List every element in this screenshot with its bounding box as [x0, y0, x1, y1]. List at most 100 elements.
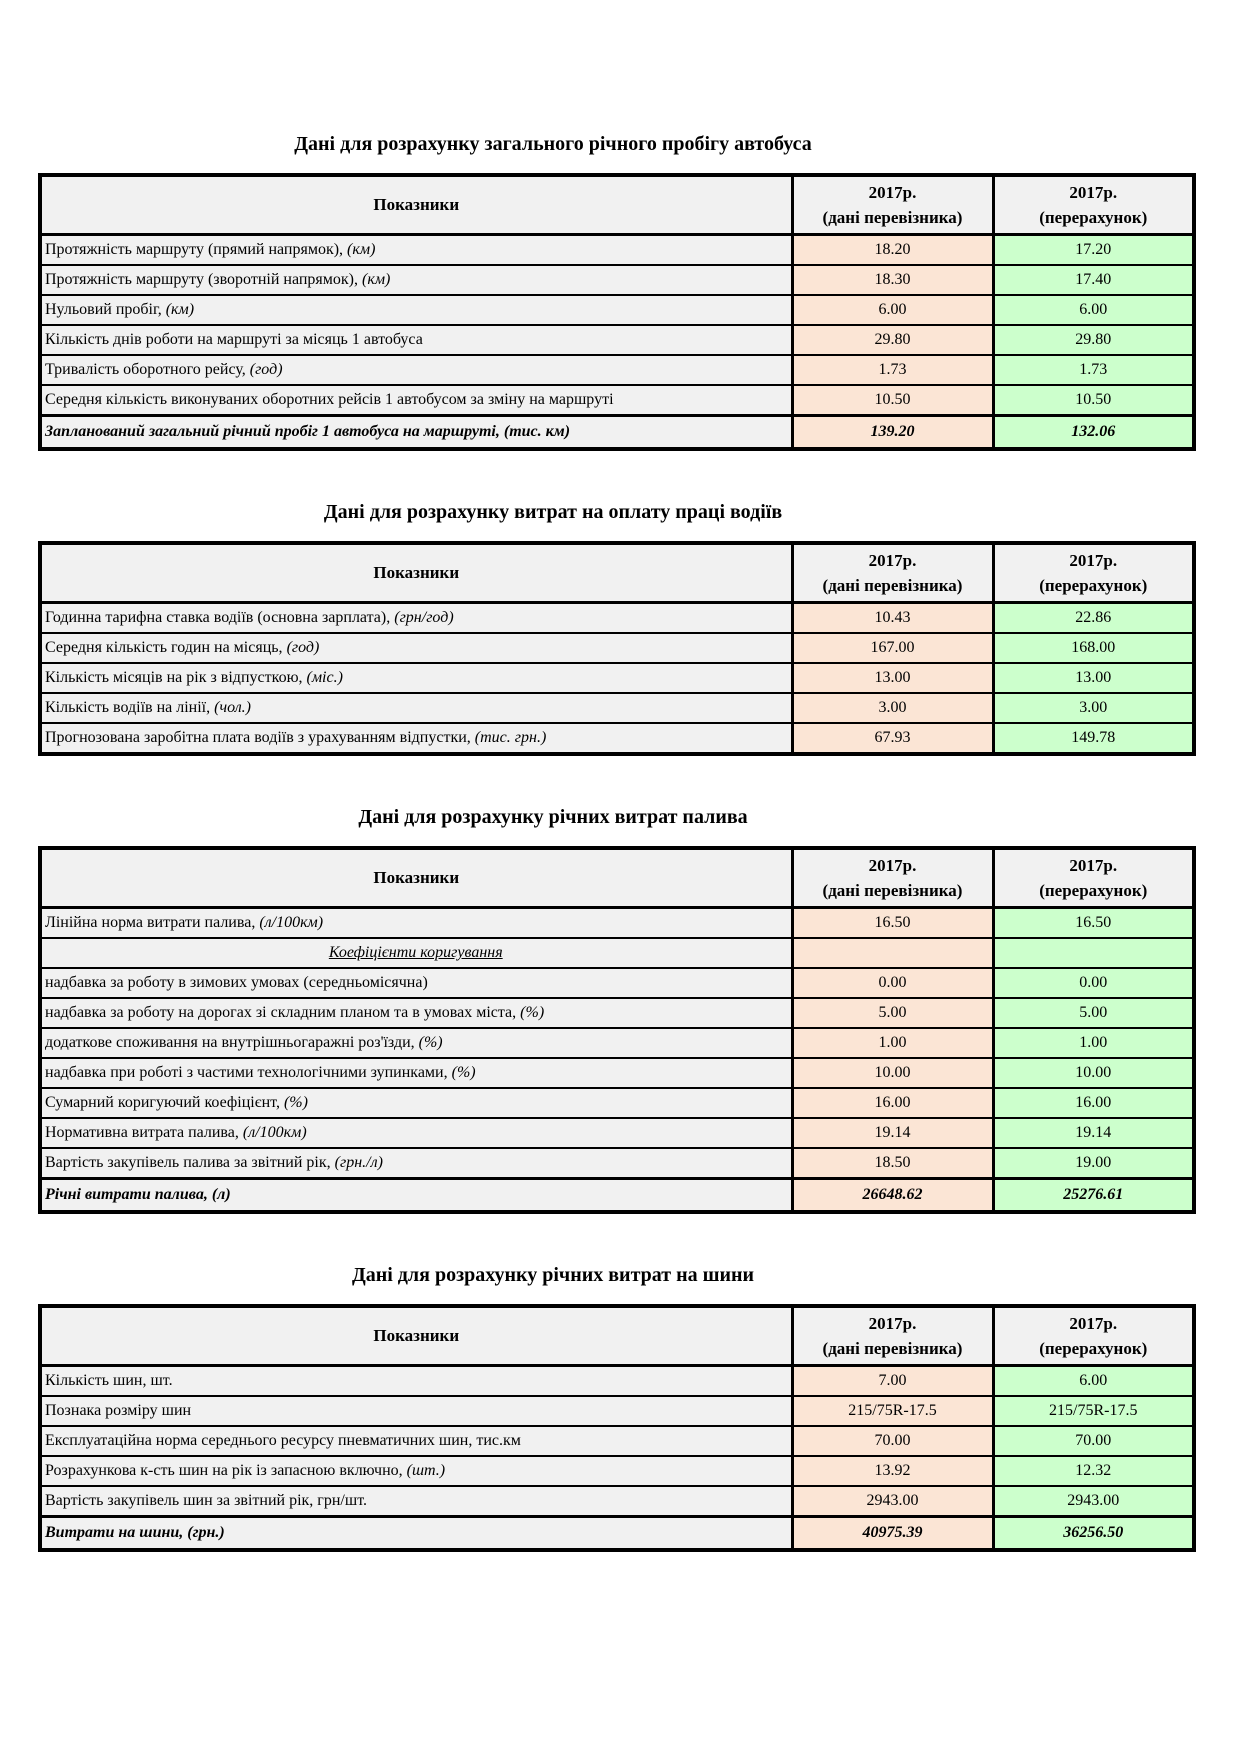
- recalc-value: 22.86: [991, 601, 1195, 634]
- carrier-value: 139.20: [790, 414, 994, 450]
- row-label-text: Вартість закупівель палива за звітний рі…: [45, 1154, 335, 1171]
- row-label: Кількість днів роботи на маршруті за міс…: [39, 324, 793, 356]
- table-row: Прогнозована заробітна плата водіїв з ур…: [39, 722, 1195, 755]
- row-label-text: Запланований загальний річний пробіг 1 а…: [45, 423, 571, 440]
- table-title: Дані для розрахунку загального річного п…: [294, 133, 812, 155]
- row-label: Нормативна витрата палива, (л/100км): [39, 1117, 793, 1149]
- subheader-label: Коефіцієнти коригування: [39, 937, 793, 969]
- row-label-unit: (л/100км): [259, 914, 324, 931]
- table-row: Нормативна витрата палива, (л/100км) 19.…: [39, 1117, 1195, 1149]
- row-label-unit: (%): [520, 1004, 545, 1021]
- carrier-header-subtitle: (дані перевізника): [822, 576, 963, 595]
- table-row: Витрати на шини, (грн.) 40975.39 36256.5…: [39, 1515, 1195, 1551]
- row-label-text: Познака розміру шин: [45, 1402, 192, 1419]
- row-label: Розрахункова к-сть шин на рік із запасно…: [39, 1455, 793, 1487]
- recalc-value: 1.00: [991, 1027, 1195, 1059]
- recalc-column-header: 2017р. (перерахунок): [991, 1305, 1195, 1367]
- table-row: Кількість днів роботи на маршруті за міс…: [39, 324, 1195, 356]
- row-label-text: Лінійна норма витрати палива,: [45, 914, 260, 931]
- carrier-header-subtitle: (дані перевізника): [822, 881, 963, 900]
- table-row: Тривалість оборотного рейсу, (год) 1.73 …: [39, 354, 1195, 386]
- row-label-text: Середня кількість виконуваних оборотних …: [45, 391, 614, 408]
- row-label: Протяжність маршруту (зворотній напрямок…: [39, 264, 793, 296]
- row-label: Витрати на шини, (грн.): [39, 1515, 793, 1551]
- row-label: Годинна тарифна ставка водіїв (основна з…: [39, 601, 793, 634]
- recalc-header-year: 2017р.: [1069, 551, 1118, 570]
- recalc-value: 19.14: [991, 1117, 1195, 1149]
- row-label: Вартість закупівель шин за звітний рік, …: [39, 1485, 793, 1518]
- table-body: Годинна тарифна ставка водіїв (основна з…: [39, 601, 1195, 755]
- recalc-header-subtitle: (перерахунок): [1039, 208, 1148, 227]
- recalc-value: 2943.00: [991, 1485, 1195, 1518]
- row-label-text: Кількість шин, шт.: [45, 1372, 173, 1389]
- table-row: Нульовий пробіг, (км) 6.00 6.00: [39, 294, 1195, 326]
- subheader-row: Коефіцієнти коригування: [39, 937, 1195, 969]
- data-table: Показники 2017р. (дані перевізника) 2017…: [38, 541, 1196, 756]
- table-row: Кількість водіїв на лінії, (чол.) 3.00 3…: [39, 692, 1195, 724]
- recalc-value: 29.80: [991, 324, 1195, 356]
- carrier-header-subtitle: (дані перевізника): [822, 1339, 963, 1358]
- row-label-text: додаткове споживання на внутрішньогаражн…: [45, 1034, 419, 1051]
- recalc-value-empty: [991, 937, 1195, 969]
- carrier-header-year: 2017р.: [868, 551, 917, 570]
- carrier-value: 5.00: [790, 997, 994, 1029]
- table-section: Дані для розрахунку загального річного п…: [0, 130, 1240, 451]
- recalc-value: 5.00: [991, 997, 1195, 1029]
- table-row: Сумарний коригуючий коефіцієнт, (%) 16.0…: [39, 1087, 1195, 1119]
- table-row: Годинна тарифна ставка водіїв (основна з…: [39, 601, 1195, 634]
- table-row: Вартість закупівель шин за звітний рік, …: [39, 1485, 1195, 1518]
- row-label: надбавка за роботу на дорогах зі складни…: [39, 997, 793, 1029]
- row-label-text: Вартість закупівель шин за звітний рік, …: [45, 1492, 367, 1509]
- data-table: Показники 2017р. (дані перевізника) 2017…: [38, 1304, 1196, 1552]
- recalc-value: 25276.61: [991, 1177, 1195, 1213]
- carrier-value-empty: [790, 937, 994, 969]
- table-row: Протяжність маршруту (прямий напрямок), …: [39, 233, 1195, 266]
- table-row: Протяжність маршруту (зворотній напрямок…: [39, 264, 1195, 296]
- row-label: Тривалість оборотного рейсу, (год): [39, 354, 793, 386]
- row-label: Протяжність маршруту (прямий напрямок), …: [39, 233, 793, 266]
- carrier-value: 13.92: [790, 1455, 994, 1487]
- recalc-value: 12.32: [991, 1455, 1195, 1487]
- recalc-header-year: 2017р.: [1069, 1314, 1118, 1333]
- table-title: Дані для розрахунку річних витрат на шин…: [351, 1264, 755, 1286]
- row-label-text: Тривалість оборотного рейсу,: [45, 361, 250, 378]
- row-label-unit: (год): [249, 361, 283, 378]
- carrier-value: 10.50: [790, 384, 994, 417]
- table-title: Дані для розрахунку річних витрат палива: [358, 806, 748, 828]
- recalc-value: 17.40: [991, 264, 1195, 296]
- recalc-value: 17.20: [991, 233, 1195, 266]
- header-row: Показники 2017р. (дані перевізника) 2017…: [39, 847, 1195, 909]
- row-label-unit: (%): [451, 1064, 476, 1081]
- recalc-value: 36256.50: [991, 1515, 1195, 1551]
- recalc-value: 0.00: [991, 967, 1195, 999]
- row-label: Сумарний коригуючий коефіцієнт, (%): [39, 1087, 793, 1119]
- recalc-value: 19.00: [991, 1147, 1195, 1180]
- row-label: Запланований загальний річний пробіг 1 а…: [39, 414, 793, 450]
- row-label-text: надбавка за роботу в зимових умовах (сер…: [45, 974, 428, 991]
- table-row: Середня кількість годин на місяць, (год)…: [39, 632, 1195, 664]
- carrier-value: 2943.00: [790, 1485, 994, 1518]
- row-label-unit: (л/100км): [242, 1124, 307, 1141]
- row-label-text: Протяжність маршруту (зворотній напрямок…: [45, 271, 362, 288]
- carrier-value: 67.93: [790, 722, 994, 755]
- header-row: Показники 2017р. (дані перевізника) 2017…: [39, 1305, 1195, 1367]
- carrier-value: 19.14: [790, 1117, 994, 1149]
- table-row: Вартість закупівель палива за звітний рі…: [39, 1147, 1195, 1180]
- table-title: Дані для розрахунку витрат на оплату пра…: [323, 501, 783, 523]
- carrier-header-year: 2017р.: [868, 183, 917, 202]
- recalc-value: 215/75R-17.5: [991, 1395, 1195, 1427]
- carrier-header-year: 2017р.: [868, 856, 917, 875]
- row-label-unit: (чол.): [214, 699, 251, 716]
- indicators-column-header: Показники: [39, 542, 793, 604]
- carrier-header-subtitle: (дані перевізника): [822, 208, 963, 227]
- row-label-text: Протяжність маршруту (прямий напрямок),: [45, 241, 348, 258]
- row-label-text: надбавка за роботу на дорогах зі складни…: [45, 1004, 521, 1021]
- carrier-value: 18.50: [790, 1147, 994, 1180]
- recalc-header-subtitle: (перерахунок): [1039, 1339, 1148, 1358]
- row-label-text: Експлуатаційна норма середнього ресурсу …: [45, 1432, 521, 1449]
- row-label-unit: (км): [362, 271, 391, 288]
- row-label-text: Прогнозована заробітна плата водіїв з ур…: [45, 729, 475, 746]
- recalc-value: 3.00: [991, 692, 1195, 724]
- subheader-label-text: Коефіцієнти коригування: [328, 944, 503, 961]
- table-row: додаткове споживання на внутрішньогаражн…: [39, 1027, 1195, 1059]
